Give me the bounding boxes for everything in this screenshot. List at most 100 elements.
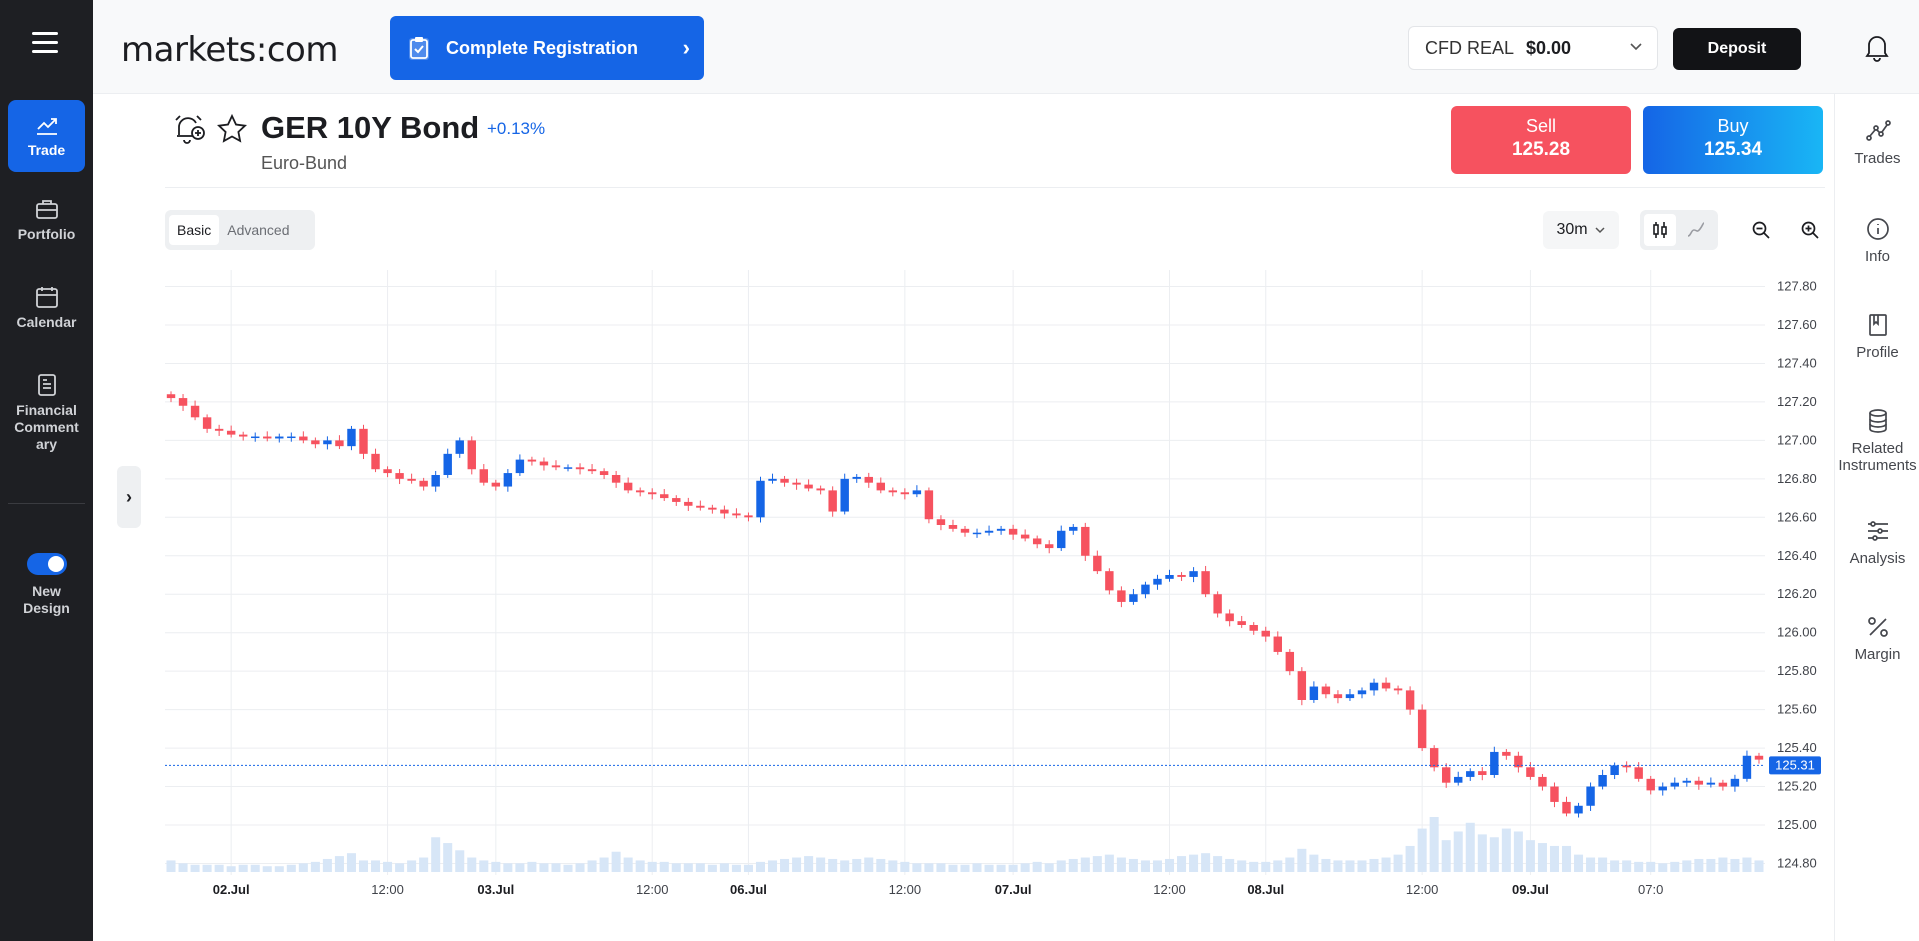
candle-down — [1008, 528, 1018, 535]
expand-panel-chevron-icon[interactable]: › — [117, 466, 141, 528]
candle-up — [1610, 765, 1619, 775]
candle-up — [515, 459, 525, 474]
candle-down — [1081, 526, 1090, 556]
candle-down — [1429, 748, 1439, 768]
volume-bar — [1706, 858, 1716, 872]
candle-down — [648, 492, 657, 495]
left-sidebar: Trade Portfolio Calendar Financial Comme… — [0, 0, 93, 941]
account-selector[interactable]: CFD REAL $0.00 — [1408, 26, 1658, 70]
volume-bar — [443, 843, 453, 872]
info-icon — [1866, 218, 1889, 240]
buy-button[interactable]: Buy 125.34 — [1643, 106, 1823, 174]
zoom-in-icon[interactable] — [1795, 215, 1825, 245]
volume-bar — [383, 861, 393, 872]
candle-down — [1237, 621, 1246, 625]
candle-up — [1730, 778, 1740, 787]
y-tick-label: 125.20 — [1777, 779, 1817, 794]
chevron-right-icon: › — [682, 35, 690, 60]
volume-bar — [371, 860, 381, 872]
volume-bar — [659, 861, 669, 872]
y-tick-label: 127.80 — [1777, 279, 1817, 294]
price-chart[interactable]: 127.80 127.60 127.40 127.20 127.00 126.80 126.… — [165, 270, 1834, 930]
volume-bar — [1321, 858, 1331, 872]
volume-bar — [1634, 861, 1644, 872]
registration-label: Complete Registration — [446, 37, 639, 58]
volume-bar — [286, 864, 296, 872]
instrument-subtitle: Euro-Bund — [261, 153, 348, 173]
candlestick-icon[interactable] — [1644, 214, 1676, 246]
candle-up — [563, 467, 573, 469]
price-alert-bell-icon[interactable] — [173, 112, 207, 146]
volume-bar — [1068, 858, 1078, 872]
zoom-out-icon[interactable] — [1746, 215, 1776, 245]
candle-down — [1321, 686, 1331, 695]
candle-down — [828, 490, 837, 512]
volume-bar — [551, 863, 561, 872]
volume-bar — [1020, 863, 1030, 872]
right-nav-label: Related Instruments — [1838, 440, 1917, 474]
volume-bar — [1537, 843, 1547, 872]
right-nav-profile[interactable]: Profile — [1835, 312, 1919, 361]
right-nav-analysis[interactable]: Analysis — [1835, 518, 1919, 567]
nav-item-trade[interactable]: Trade — [8, 100, 85, 172]
volume-bar — [1417, 828, 1427, 872]
new-design-toggle[interactable] — [26, 553, 67, 575]
interval-selector[interactable]: 30m — [1543, 211, 1619, 249]
nav-item-financial-commentary[interactable]: Financial Comment ary — [8, 372, 85, 453]
candle-down — [1441, 767, 1451, 783]
x-tick-label: 07.Jul — [995, 882, 1032, 897]
volume-bar — [491, 861, 501, 872]
volume-bar — [539, 863, 549, 872]
volume-bar — [1501, 828, 1511, 872]
volume-bar — [1357, 860, 1367, 872]
tab-basic[interactable]: Basic — [169, 215, 220, 245]
volume-bar — [1225, 858, 1235, 872]
markets-logo[interactable]: markets:com — [121, 30, 338, 70]
right-nav-margin[interactable]: Margin — [1835, 614, 1919, 663]
volume-bar — [960, 864, 970, 872]
volume-bar — [1237, 860, 1247, 872]
y-tick-label: 125.40 — [1777, 740, 1817, 755]
volume-bar — [515, 863, 525, 872]
x-tick-label: 09.Jul — [1512, 882, 1549, 897]
candle-down — [1045, 544, 1054, 549]
complete-registration-button[interactable]: Complete Registration › — [390, 16, 704, 80]
candle-up — [275, 436, 284, 439]
volume-bar — [876, 858, 886, 872]
account-balance: $0.00 — [1526, 37, 1572, 58]
candle-down — [226, 430, 236, 435]
candle-down — [1526, 767, 1535, 777]
candle-down — [575, 467, 585, 470]
favorite-star-icon[interactable] — [215, 112, 249, 146]
instrument-name: GER 10Y Bond — [261, 110, 480, 145]
tab-advanced[interactable]: Advanced — [227, 222, 290, 238]
volume-bar — [1008, 864, 1018, 872]
calendar-icon — [35, 287, 58, 308]
candle-down — [611, 475, 621, 483]
bell-icon[interactable] — [1863, 32, 1891, 62]
nav-item-portfolio[interactable]: Portfolio — [8, 196, 85, 242]
right-nav-info[interactable]: Info — [1835, 216, 1919, 265]
volume-bar — [334, 856, 344, 872]
candle-down — [623, 482, 633, 491]
candle-down — [936, 519, 946, 525]
volume-bar — [1682, 860, 1692, 872]
line-chart-icon[interactable] — [1680, 214, 1712, 246]
deposit-button[interactable]: Deposit — [1673, 28, 1801, 70]
candle-down — [1225, 613, 1234, 622]
candle-down — [1020, 534, 1030, 539]
menu-hamburger-icon[interactable] — [32, 32, 58, 54]
volume-bar — [1525, 840, 1535, 872]
x-tick-label: 12:00 — [371, 882, 404, 897]
volume-bar — [1261, 861, 1271, 872]
sell-button[interactable]: Sell 125.28 — [1451, 106, 1631, 174]
x-tick-label: 12:00 — [636, 882, 669, 897]
volume-bar — [804, 856, 814, 872]
right-nav-trades[interactable]: Trades — [1835, 118, 1919, 167]
nav-item-calendar[interactable]: Calendar — [8, 284, 85, 330]
right-nav-related-instruments[interactable]: Related Instruments — [1835, 408, 1919, 474]
volume-bar — [1249, 861, 1259, 872]
chart-mode-tabs: Basic Advanced — [165, 210, 315, 250]
candle-up — [1706, 782, 1716, 785]
volume-bar — [1622, 860, 1632, 872]
